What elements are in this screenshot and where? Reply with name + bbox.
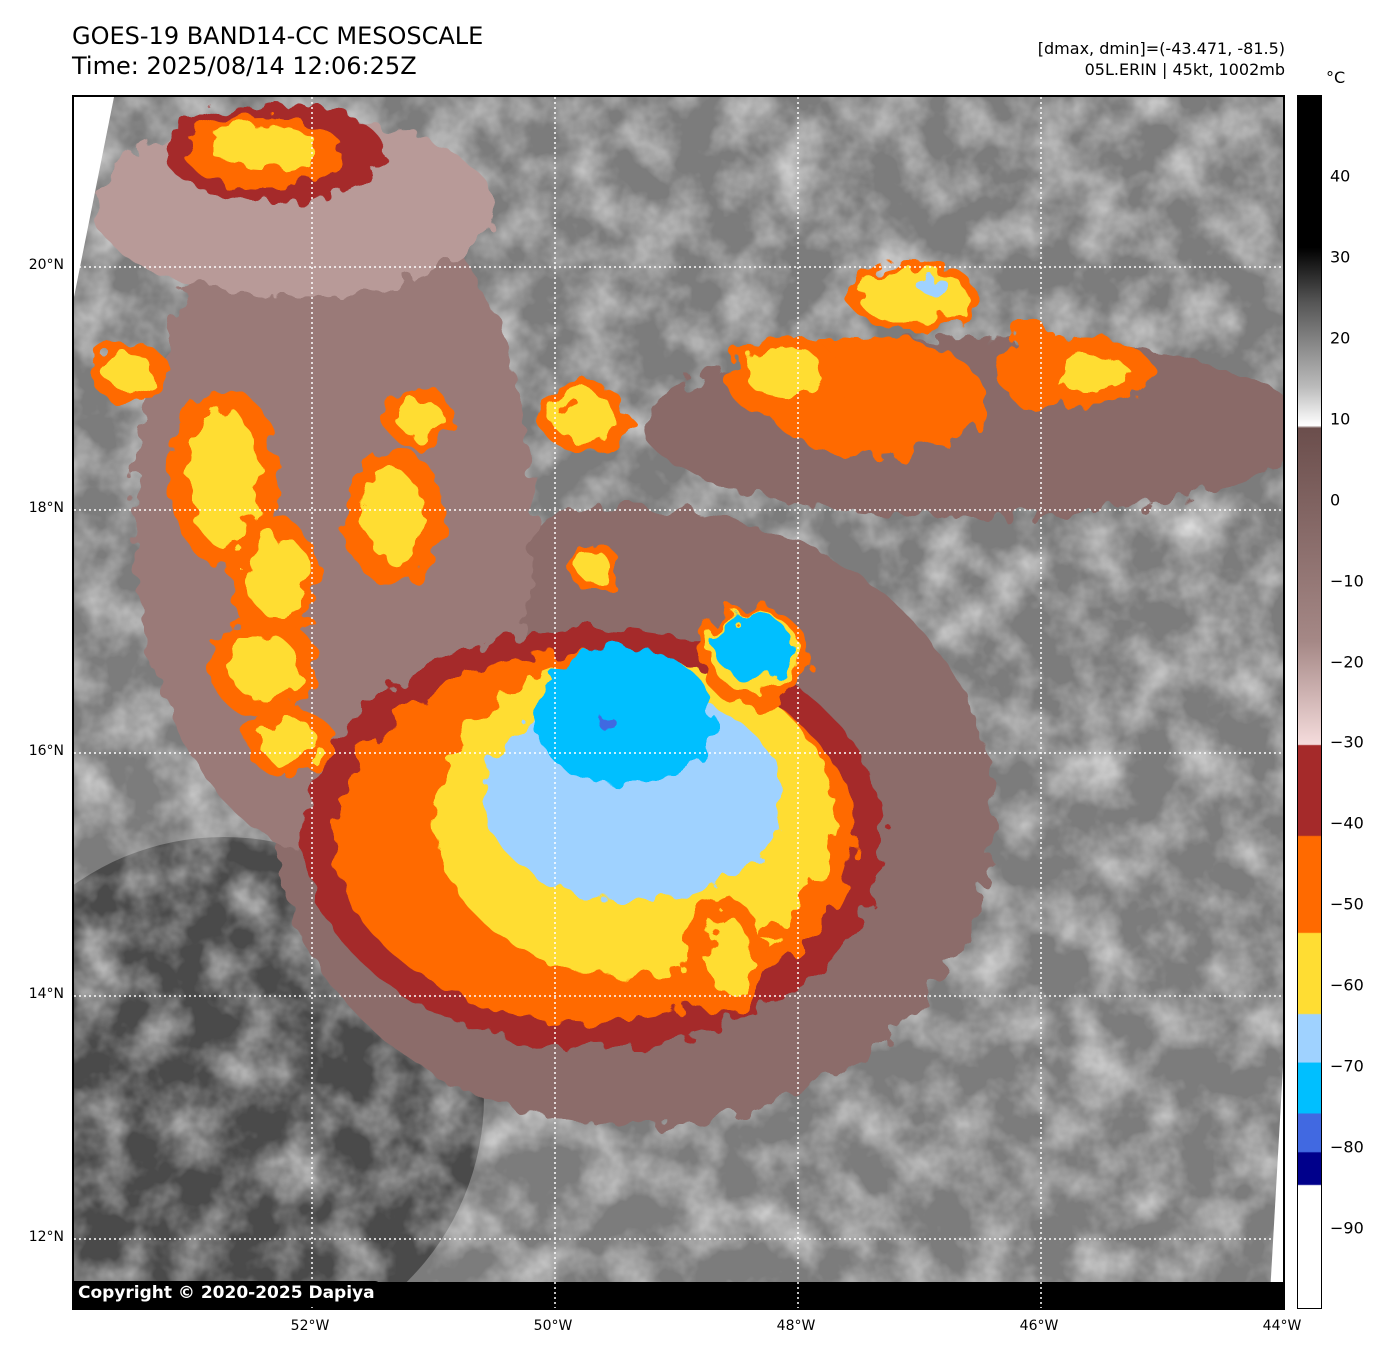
satellite-imagery [74, 97, 1283, 1308]
colorbar-tick: −40 [1330, 813, 1364, 833]
lat-label-12n: 12°N [28, 1229, 64, 1245]
lon-label-46w: 46°W [1019, 1318, 1059, 1334]
colorbar-tick: −90 [1330, 1218, 1364, 1238]
lon-label-44w: 44°W [1262, 1318, 1302, 1334]
timestamp: Time: 2025/08/14 12:06:25Z [72, 52, 417, 80]
lat-label-16n: 16°N [28, 743, 64, 759]
colorbar-tick: −20 [1330, 652, 1364, 672]
copyright-label: Copyright © 2020-2025 Dapiya [72, 1281, 381, 1306]
colorbar-tick: −60 [1330, 975, 1364, 995]
colorbar-tick: 10 [1330, 409, 1351, 429]
storm-info: 05L.ERIN | 45kt, 1002mb [1084, 60, 1285, 79]
colorbar-tick: −70 [1330, 1056, 1364, 1076]
colorbar-tick: 40 [1330, 166, 1351, 186]
lat-label-14n: 14°N [28, 986, 64, 1002]
lon-label-52w: 52°W [290, 1318, 330, 1334]
colorbar-tick: −50 [1330, 894, 1364, 914]
satellite-map [72, 95, 1285, 1310]
lat-label-20n: 20°N [28, 257, 64, 273]
colorbar-tick: 20 [1330, 328, 1351, 348]
colorbar-unit: °C [1326, 68, 1346, 87]
lat-label-18n: 18°N [28, 500, 64, 516]
colorbar-tick: −80 [1330, 1137, 1364, 1157]
colorbar-tick: −30 [1330, 732, 1364, 752]
colorbar-tick: −10 [1330, 571, 1364, 591]
colorbar-tick: 0 [1330, 490, 1341, 510]
lon-label-50w: 50°W [533, 1318, 573, 1334]
chart-title: GOES-19 BAND14-CC MESOSCALE [72, 22, 484, 50]
graticule [74, 97, 1283, 1308]
lon-label-48w: 48°W [776, 1318, 816, 1334]
colorbar-tick: 30 [1330, 247, 1351, 267]
range-info: [dmax, dmin]=(-43.471, -81.5) [1037, 39, 1285, 58]
colorbar [1297, 95, 1322, 1309]
